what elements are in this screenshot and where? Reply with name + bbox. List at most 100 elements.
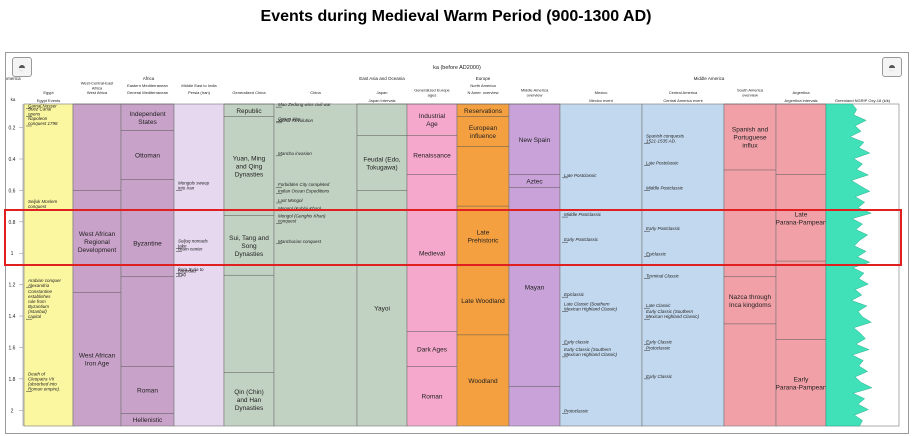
column-header: Central America <box>669 90 698 95</box>
event-label: Manchu invasion <box>278 151 312 156</box>
event-label: Baghdad <box>178 269 197 274</box>
event-label: conquest <box>28 204 47 209</box>
column-header: China <box>310 90 321 95</box>
interval-label: Woodland <box>468 378 498 385</box>
event-label: Manchurian conquest <box>278 239 322 244</box>
event-label: Protoclassic <box>564 408 589 413</box>
event-label: Late Classic <box>646 303 671 308</box>
event-label: Late Classic (Southern <box>564 301 610 306</box>
event-label: Gamal Nasser <box>28 104 57 109</box>
column-header: Generalized Europe <box>414 88 450 93</box>
event-label: Terminal Classic <box>646 273 680 278</box>
timescale-header: ka (before AD2000) <box>433 65 481 71</box>
event-label: Late Postclassic <box>564 173 597 178</box>
timeline-svg: ka (before AD2000) Africa East Asia and Oc… <box>6 65 900 427</box>
column-subheader: Egypt Events <box>37 98 61 103</box>
interval-label: West African <box>79 353 116 360</box>
event-label: take <box>178 244 187 249</box>
interval-label: influx <box>742 142 758 149</box>
column-header: Argentina <box>792 90 810 95</box>
interval-label: Republic <box>236 108 262 115</box>
column-subheader: Japan intervals <box>369 98 396 103</box>
event-label: Roman empire). <box>28 386 60 391</box>
column-background <box>723 103 777 427</box>
event-label: Mexican Highland Classic) <box>646 314 700 319</box>
interval-label: Renaissance <box>413 153 451 160</box>
interval-label: Dynasties <box>235 172 264 179</box>
event-label: (Istanbul) <box>28 309 47 314</box>
event-label: Spanish conquests <box>646 133 685 138</box>
column-header: N Amer. overview <box>467 90 498 95</box>
interval-label: European <box>469 125 498 132</box>
column-header-top: West-Central-East <box>81 81 114 86</box>
interval-label: Spanish and <box>732 126 769 133</box>
ka-axis-label: ka <box>11 97 16 102</box>
column-subheader: Argentina intervals <box>784 98 817 103</box>
column-background <box>356 103 408 427</box>
ka-tick-label: 1.4 <box>9 314 16 320</box>
column-background <box>72 103 122 427</box>
column-header-top: Eastern Mediterranean <box>127 83 168 88</box>
interval-label: Industrial <box>419 113 446 120</box>
interval-label: Late <box>795 211 808 218</box>
column-header: South America <box>737 88 764 93</box>
event-label: Seljuk Moslem <box>28 199 58 204</box>
event-label: Death of <box>28 371 46 376</box>
ka-tick-label: 0.4 <box>9 157 16 163</box>
interval-label: Dark Ages <box>417 347 448 354</box>
interval-label: Independent <box>129 111 165 118</box>
ka-tick-label: 0.2 <box>9 126 16 132</box>
column-header: ages <box>428 93 437 98</box>
event-label: Early Classic <box>646 374 673 379</box>
column-header-top: North America <box>470 83 496 88</box>
event-label: Alexandria <box>27 283 50 288</box>
event-label: Mongol (Genghis Khan) <box>278 213 326 218</box>
event-label: conquest <box>278 218 297 223</box>
timescale-logo-icon: ◓ <box>12 57 32 77</box>
timeline-chart: ka (before AD2000) Africa East Asia and Oc… <box>5 52 909 434</box>
event-label: Seljuq nomads <box>178 239 209 244</box>
interval-label: and Han <box>237 397 262 404</box>
column-subheader: Mexico event <box>589 98 613 103</box>
interval-label: Nazca through <box>729 294 772 301</box>
interval-label: Roman <box>137 387 158 394</box>
region-label: Africa <box>143 76 155 81</box>
event-label: Last Mongol <box>278 198 304 203</box>
event-label: establishes <box>28 294 51 299</box>
interval-label: West African <box>79 231 116 238</box>
interval-label: Song <box>241 243 257 250</box>
event-label: Mexican Highland Classic) <box>564 352 618 357</box>
timescale-logo-icon-right: ◓ <box>882 57 902 77</box>
interval-label: Iron Age <box>85 361 110 368</box>
event-label: Early Classic (Southern <box>646 309 694 314</box>
column-header: Persia (Iran) <box>188 90 211 95</box>
interval-label: Late <box>477 229 490 236</box>
event-label: capital <box>28 314 42 319</box>
column-subheader: Greenland NGRIP Oxy-18 (k/k) <box>835 98 891 103</box>
interval-label: Roman <box>422 394 443 401</box>
event-label: Indian Ocean Expeditions <box>278 189 330 194</box>
event-label: Epiclassic <box>564 292 585 297</box>
event-label: Middle Postclassic <box>564 212 602 217</box>
column-subheader: Central America event <box>663 98 703 103</box>
interval-label: Inca kingdoms <box>729 302 772 309</box>
column-header-top: Middle East to India <box>181 83 217 88</box>
event-label: Early classic <box>564 339 590 344</box>
region-label: East Asia and Oceania <box>359 76 405 81</box>
event-label: (absorbed into <box>28 381 57 386</box>
ka-tick-label: 1.2 <box>9 283 16 289</box>
ka-tick-label: 1 <box>11 251 14 257</box>
event-label: rule from <box>28 299 46 304</box>
column-header: Middle America <box>521 88 549 93</box>
column-header: West Africa <box>87 90 108 95</box>
interval-label: Qin (Chin) <box>234 389 264 396</box>
interval-label: Portuguese <box>733 134 767 141</box>
interval-label: Late Woodland <box>461 298 505 305</box>
interval-label: Sui, Tang and <box>229 235 269 242</box>
ka-tick-label: 1.8 <box>9 377 16 383</box>
column-header: Mexico <box>595 90 608 95</box>
column-background <box>508 103 561 427</box>
interval-label: and Qing <box>236 164 263 171</box>
event-label: Islam center <box>178 247 203 252</box>
region-label: Middle America <box>694 76 725 81</box>
